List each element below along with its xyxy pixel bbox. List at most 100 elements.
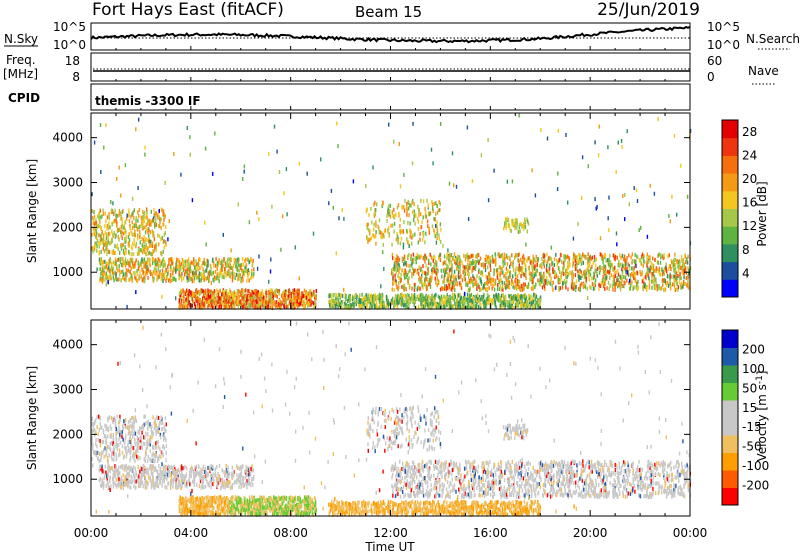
scatter-cell (414, 268, 416, 273)
scatter-cell (557, 260, 559, 265)
scatter-cell (119, 211, 122, 216)
scatter-cell (664, 287, 667, 292)
scatter-cell (421, 283, 423, 288)
scatter-cell (539, 263, 541, 268)
scatter-cell (494, 259, 496, 263)
scatter-cell (363, 303, 366, 308)
scatter-cell (561, 285, 564, 290)
scatter-cell (688, 268, 690, 273)
scatter-cell (572, 263, 574, 268)
scatter-cell (148, 257, 150, 262)
scatter-cell (590, 267, 592, 272)
scatter-cell (257, 290, 259, 295)
scatter-cell (564, 281, 567, 286)
scatter-cell (256, 293, 258, 298)
scatter-cell (98, 233, 100, 238)
scatter-cell (449, 281, 451, 285)
scatter-cell (577, 269, 579, 274)
scatter-cell (393, 139, 395, 144)
scatter-cell (263, 299, 265, 304)
scatter-cell (445, 287, 448, 292)
scatter-cell (244, 301, 246, 306)
scatter-cell (668, 282, 671, 287)
scatter-cell (160, 251, 162, 256)
scatter-cell (237, 302, 240, 307)
scatter-cell (146, 261, 149, 265)
scatter-cell (520, 303, 523, 308)
scatter-cell (172, 271, 174, 276)
scatter-cell (443, 286, 446, 291)
scatter-cell (650, 261, 653, 266)
scatter-cell (129, 223, 131, 228)
scatter-cell (406, 228, 408, 233)
scatter-cell (404, 275, 406, 280)
scatter-cell (426, 287, 428, 292)
scatter-cell (155, 258, 157, 263)
scatter-cell (646, 261, 648, 266)
scatter-cell (403, 287, 405, 292)
scatter-cell (556, 187, 559, 192)
scatter-cell (569, 271, 571, 276)
scatter-cell (433, 230, 436, 235)
scatter-cell (274, 288, 276, 293)
scatter-cell (138, 274, 140, 279)
scatter-cell (194, 265, 196, 270)
scatter-cell (609, 283, 611, 288)
scatter-cell (231, 292, 234, 297)
scatter-cell (197, 263, 200, 267)
scatter-cell (273, 301, 276, 306)
scatter-cell (179, 294, 181, 299)
scatter-cell (197, 299, 200, 304)
scatter-cell (296, 304, 299, 309)
scatter-cell (648, 285, 651, 290)
scatter-cell (560, 271, 563, 276)
scatter-cell (337, 300, 339, 305)
scatter-cell (621, 284, 623, 289)
scatter-cell (423, 296, 425, 301)
scatter-cell (110, 240, 113, 245)
scatter-cell (682, 262, 684, 267)
scatter-cell (661, 254, 664, 259)
scatter-cell (180, 290, 182, 295)
scatter-cell (198, 275, 201, 280)
scatter-cell (431, 295, 433, 300)
scatter-cell (504, 302, 507, 307)
scatter-cell (387, 208, 389, 213)
scatter-cell (238, 268, 241, 273)
scatter-cell (133, 238, 135, 243)
scatter-cell (99, 241, 101, 246)
scatter-cell (474, 282, 476, 287)
scatter-cell (468, 300, 470, 305)
scatter-cell (172, 266, 175, 271)
scatter-cell (125, 268, 127, 273)
scatter-cell (474, 267, 476, 271)
scatter-cell (137, 266, 140, 271)
scatter-cell (582, 252, 584, 257)
scatter-cell (550, 276, 552, 281)
scatter-cell (271, 299, 274, 304)
scatter-cell (407, 298, 409, 303)
scatter-cell (242, 288, 244, 293)
scatter-cell (412, 297, 414, 302)
scatter-cell (175, 269, 177, 273)
scatter-cell (191, 260, 194, 265)
scatter-cell (521, 298, 523, 303)
scatter-cell (155, 215, 157, 220)
scatter-cell (499, 305, 501, 310)
scatter-cell (525, 276, 527, 281)
scatter-cell (648, 279, 651, 284)
scatter-cell (652, 280, 654, 285)
scatter-cell (230, 293, 232, 298)
scatter-cell (260, 302, 262, 307)
scatter-cell (354, 299, 356, 304)
scatter-cell (305, 295, 308, 300)
scatter-cell (122, 256, 124, 261)
scatter-cell (436, 204, 438, 208)
scatter-cell (307, 304, 309, 308)
scatter-cell (387, 230, 389, 234)
scatter-cell (402, 283, 405, 288)
scatter-cell (522, 303, 525, 308)
scatter-cell (220, 305, 222, 310)
scatter-cell (207, 293, 210, 298)
scatter-cell (359, 300, 362, 305)
